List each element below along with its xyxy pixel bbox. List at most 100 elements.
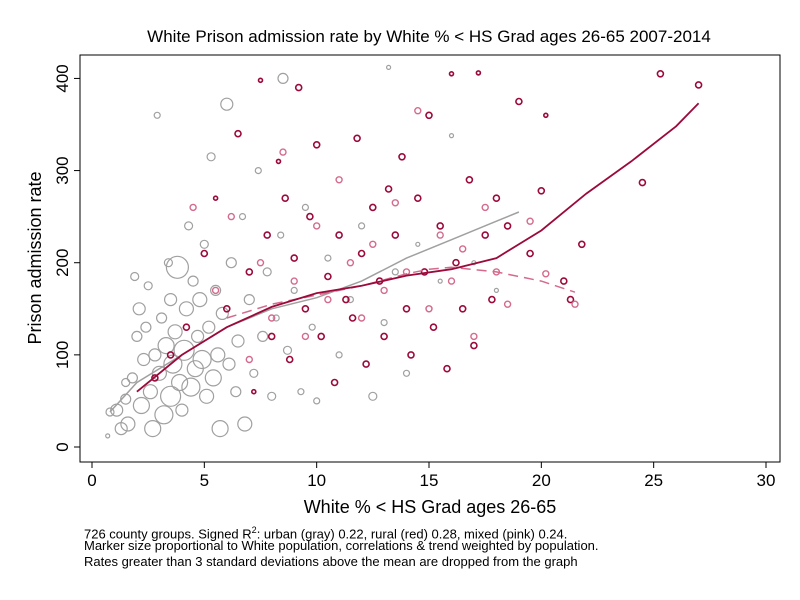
rural-point [407,351,415,359]
rural-point [317,332,326,341]
rural-point [368,203,377,212]
urban-point [254,167,262,175]
urban-point [243,294,255,306]
y-tick-label: 100 [53,341,72,369]
rural-point [357,249,366,258]
x-tick-label: 30 [757,471,776,490]
mixed-point [346,259,355,267]
x-tick-label: 10 [307,471,326,490]
chart-title: White Prison admission rate by White % <… [147,27,711,46]
rural-point [537,187,546,195]
rural-point [503,222,512,230]
urban-point [437,278,443,284]
rural-point [362,360,370,368]
mixed-point [279,148,287,156]
rural-point [212,195,219,201]
rural-point [515,97,523,106]
urban-point [262,267,272,277]
mixed-point [268,314,276,322]
rural-point [443,364,451,373]
urban-point [220,97,234,111]
mixed-point [227,212,236,221]
mixed-point [211,286,220,295]
rural-points [151,70,703,395]
mixed-point [313,222,321,230]
urban-point [157,337,175,355]
rural-point [290,254,299,262]
rural-point [402,304,411,313]
rural-point [251,388,257,395]
urban-points [105,64,499,439]
x-tick-label: 0 [87,471,96,490]
plot-area [79,54,781,463]
urban-point [237,416,253,432]
mixed-point [369,240,377,249]
urban-point [120,416,136,432]
mixed-point [503,300,512,308]
mixed-point [391,199,399,207]
urban-point [105,407,115,417]
urban-point [257,330,269,342]
y-tick-label: 200 [53,249,72,277]
rural-point [301,304,310,313]
rural-point [151,374,159,382]
mixed-point [245,355,254,364]
rural-point [448,71,455,77]
urban-point [231,334,245,348]
mixed-point [481,203,489,212]
rural-point [223,304,231,313]
rural-point [566,295,575,304]
urban-point [380,319,388,327]
scatter-chart: White Prison admission rate by White % <… [25,27,781,517]
rural-point [391,231,400,239]
mixed-point [357,314,366,322]
urban-point [386,64,392,71]
urban-point [140,321,152,333]
rural-point [285,355,294,364]
x-axis-label: White % < HS Grad ages 26-65 [304,497,557,517]
urban-point [204,369,222,387]
urban-point [267,391,277,401]
urban-point [277,72,289,85]
urban-point [132,302,146,316]
rural-point [267,332,276,341]
rural-point [324,272,332,281]
y-tick-label: 400 [53,64,72,92]
urban-point [143,281,153,291]
rural-point [348,314,357,322]
urban-point [130,271,140,282]
mixed-point [290,277,298,285]
urban-point [105,433,111,439]
urban-point [415,241,421,247]
mixed-point [301,332,310,341]
mixed-point [470,332,478,341]
urban-point [164,293,178,307]
rural-point [166,351,175,359]
urban-point [215,306,229,320]
urban-point [171,373,189,392]
urban-point [202,320,216,334]
rural-point [429,323,438,332]
footnote-outliers: Rates greater than 3 standard deviations… [84,554,578,569]
rural-point [281,194,290,202]
urban-point [199,239,209,249]
urban-point [165,255,189,279]
urban-point [282,345,293,355]
urban-point [225,257,237,269]
urban-point [222,357,236,371]
rural-point [380,332,388,341]
rural-point [413,194,422,202]
urban-point [199,388,215,404]
urban-point [238,213,247,221]
urban-point [346,296,354,304]
urban-point [142,384,158,400]
rural-point [638,178,647,187]
rural-point [306,212,314,221]
x-tick-label: 25 [644,471,663,490]
urban-point [324,254,332,262]
mixed-point [256,259,265,267]
urban-point [192,349,212,370]
x-tick-label: 15 [420,471,439,490]
urban-point [148,348,162,362]
urban-point [335,351,343,359]
